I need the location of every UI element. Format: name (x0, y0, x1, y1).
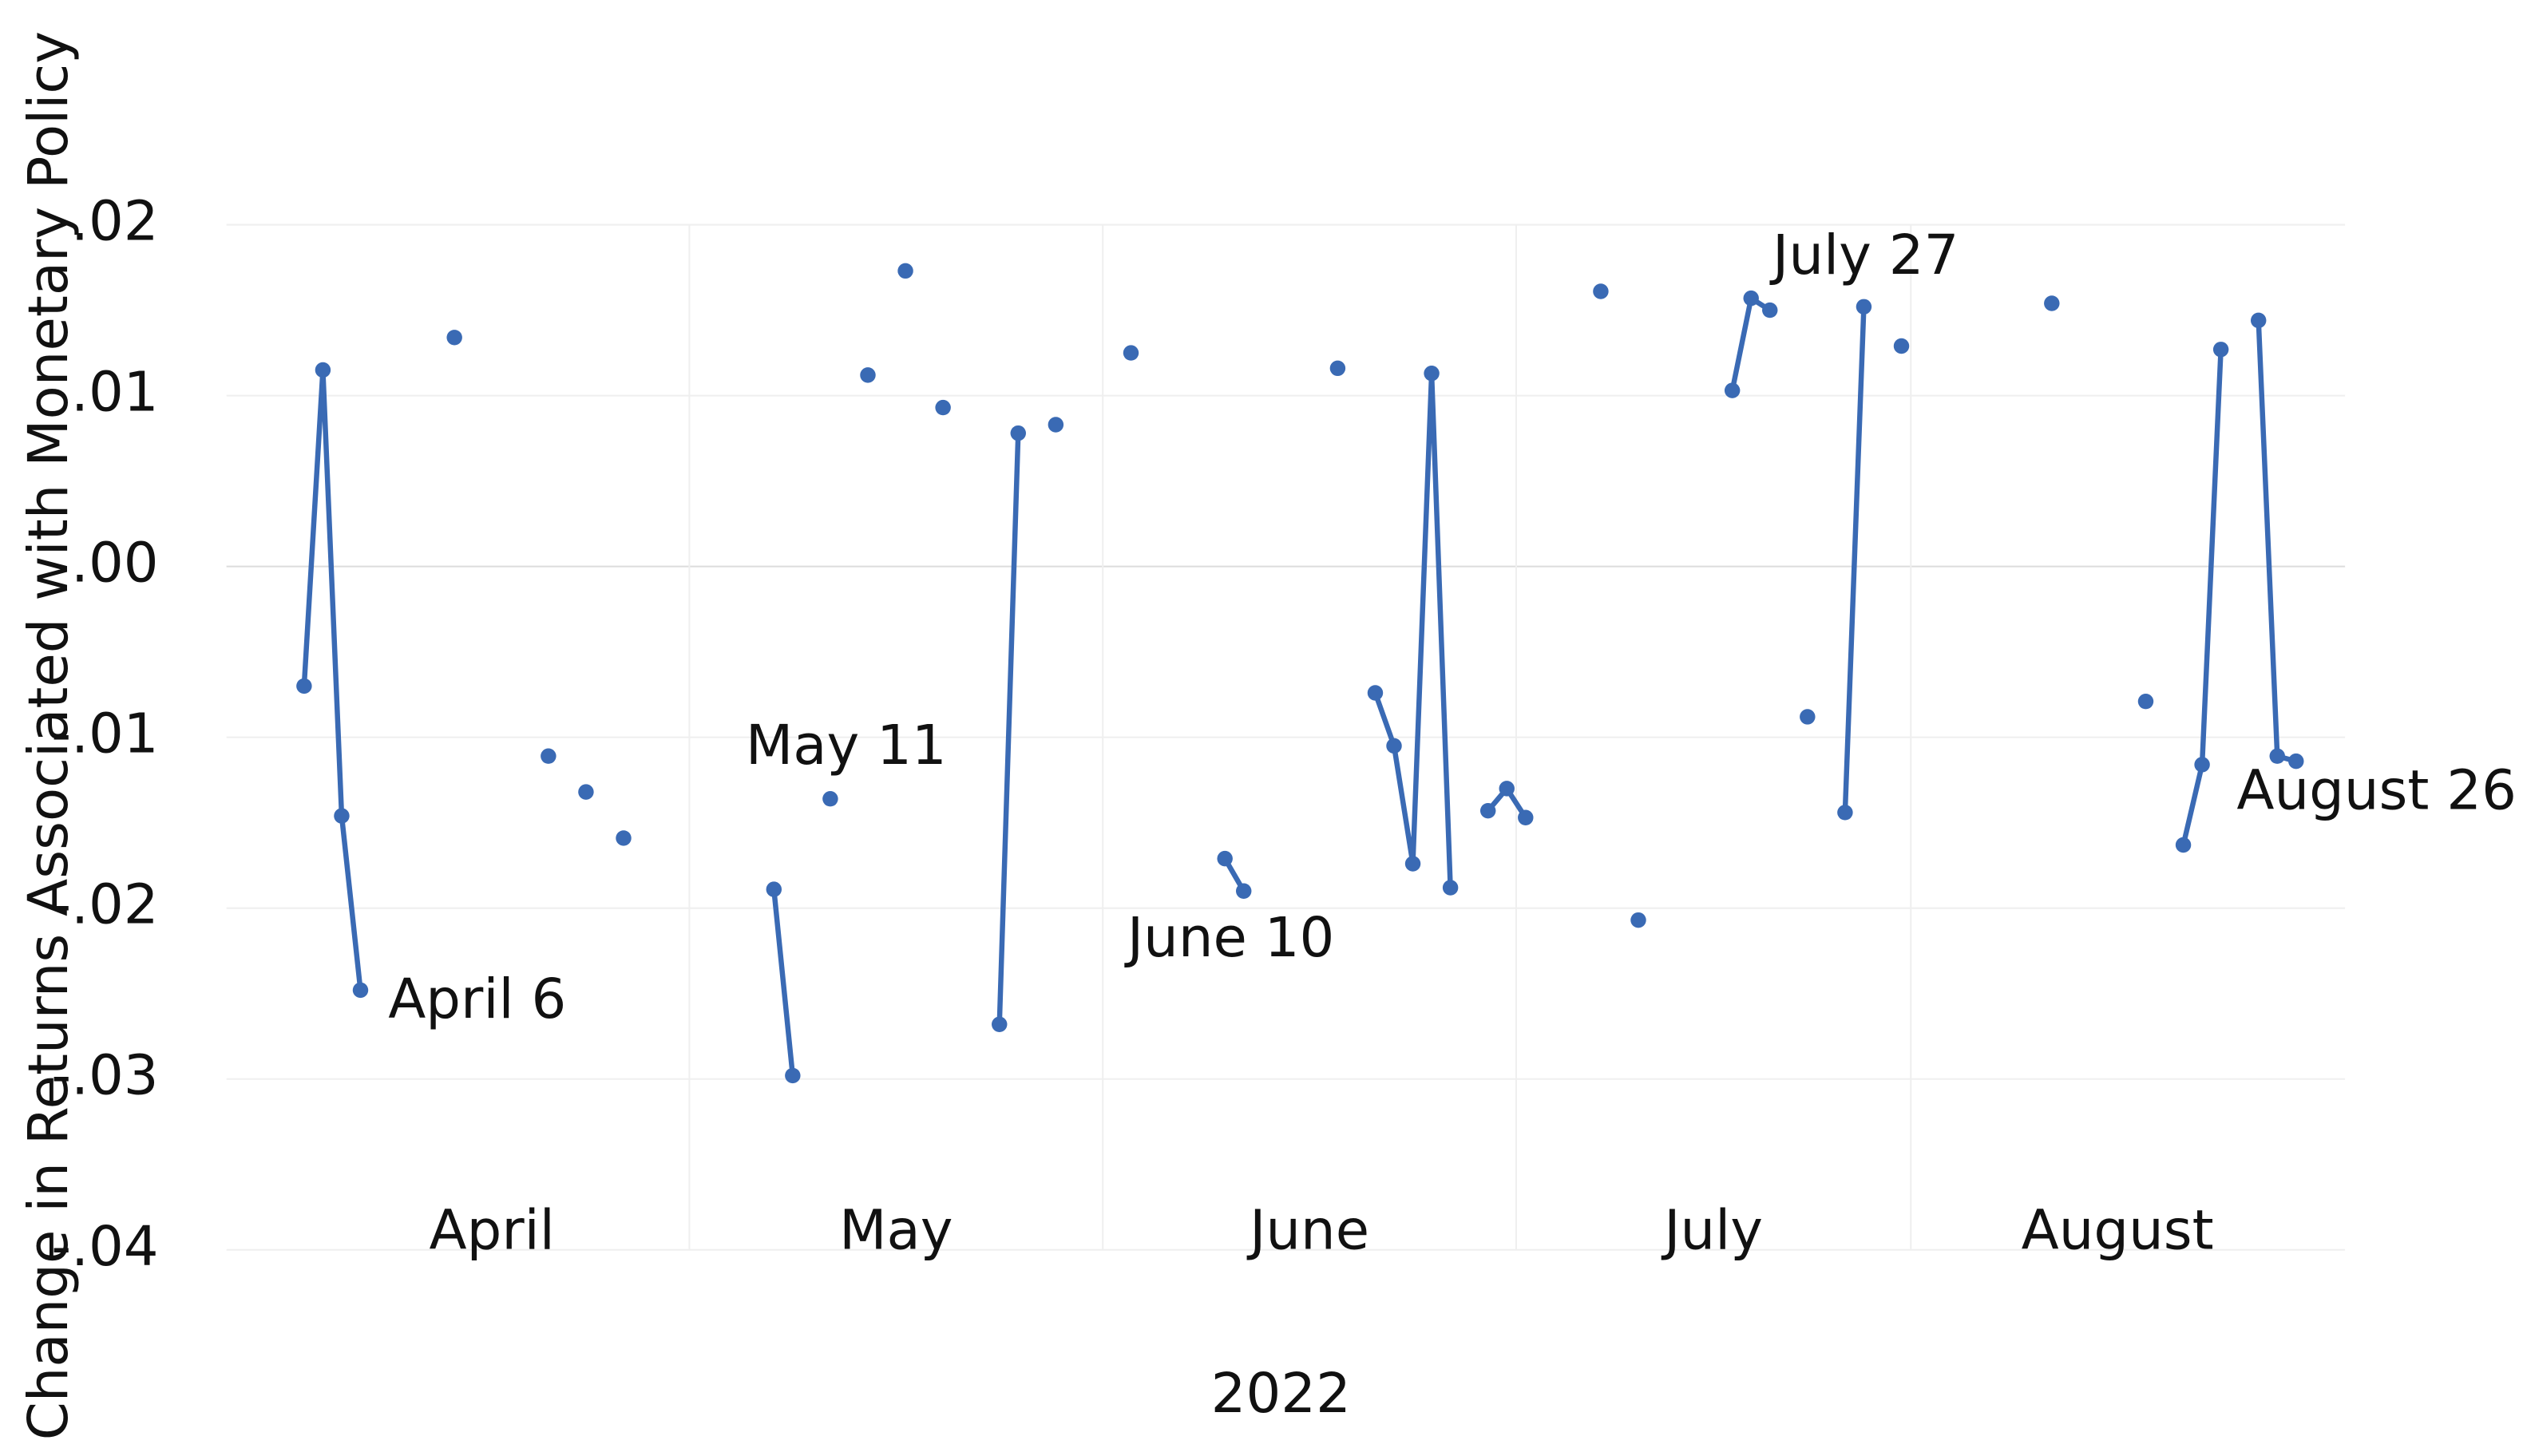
data-point (1479, 802, 1496, 819)
data-point (1123, 345, 1139, 361)
y-tick-label: -.04 (51, 1215, 158, 1279)
y-axis-label: Change in Returns Associated with Moneta… (17, 31, 81, 1440)
x-axis-label: 2022 (1211, 1362, 1351, 1426)
data-point (1386, 738, 1402, 754)
data-point (2250, 312, 2267, 329)
y-tick-label: .00 (71, 532, 159, 595)
data-point (1518, 809, 1534, 825)
data-point (992, 1016, 1008, 1032)
annotation: July 27 (1769, 224, 1959, 287)
x-tick-label: August (2022, 1199, 2214, 1263)
data-point (446, 330, 462, 346)
annotation: June 10 (1124, 906, 1334, 970)
data-point (1837, 805, 1853, 821)
data-point (1010, 425, 1027, 441)
data-point (1367, 685, 1384, 701)
data-point (1499, 781, 1515, 797)
data-point (1724, 382, 1741, 398)
data-point (1593, 283, 1609, 299)
data-point (2137, 693, 2154, 710)
data-point (1856, 299, 1872, 315)
data-point (897, 263, 913, 279)
x-tick-label: April (430, 1199, 555, 1263)
data-point (1235, 883, 1252, 899)
data-point (822, 790, 838, 807)
data-point (2269, 748, 2285, 764)
data-point (785, 1067, 801, 1084)
data-point (1404, 856, 1421, 872)
annotation: May 11 (746, 714, 947, 777)
data-point (541, 748, 556, 764)
data-point (1800, 709, 1816, 725)
data-point (1442, 880, 1459, 896)
y-tick-label: .02 (71, 190, 159, 254)
data-point (315, 362, 331, 378)
y-tick-label: -.02 (51, 873, 158, 937)
data-point (1743, 290, 1759, 307)
data-point (334, 808, 350, 824)
x-tick-label: May (839, 1199, 953, 1263)
data-point (352, 982, 369, 999)
x-tick-label: June (1246, 1199, 1369, 1263)
data-point (2175, 837, 2192, 853)
annotation: April 6 (388, 967, 566, 1031)
data-point (766, 881, 782, 897)
data-point (616, 830, 632, 846)
data-point (296, 678, 312, 694)
data-point (2212, 342, 2229, 358)
data-point (2044, 295, 2060, 311)
data-point (935, 399, 951, 416)
data-point (1329, 360, 1346, 377)
data-point (1048, 417, 1064, 433)
y-tick-label: .01 (71, 361, 159, 425)
data-point (1630, 912, 1646, 928)
y-tick-label: -.03 (51, 1044, 158, 1108)
y-tick-label: -.01 (51, 702, 158, 766)
data-point (578, 784, 594, 800)
data-point (2194, 757, 2210, 773)
annotation: August 26 (2236, 759, 2516, 823)
data-point (1217, 850, 1233, 867)
data-point (1762, 302, 1778, 318)
data-point (2288, 753, 2304, 770)
data-point (1424, 366, 1440, 382)
x-tick-label: July (1661, 1199, 1763, 1263)
data-point (1893, 338, 1910, 354)
data-point (860, 367, 876, 383)
